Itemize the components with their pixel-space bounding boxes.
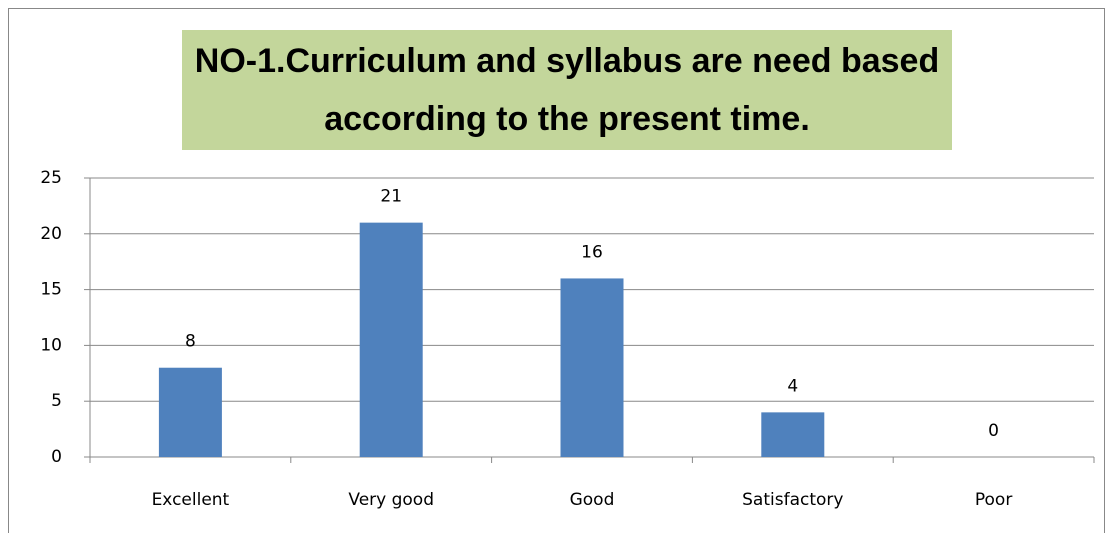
y-tick-label: 5 [51,391,62,411]
x-tick-label: Poor [975,490,1012,510]
y-tick-label: 20 [40,224,62,244]
bar [359,222,423,457]
x-tick-label: Satisfactory [742,490,843,510]
bar [761,412,825,457]
x-tick-label: Very good [348,490,434,510]
chart-frame [8,8,1105,533]
value-label: 4 [787,376,798,396]
y-tick-label: 25 [40,168,62,188]
value-label: 0 [988,421,999,441]
x-tick-label: Excellent [152,490,230,510]
y-tick-label: 15 [40,280,62,300]
y-tick-label: 0 [51,447,62,467]
value-label: 16 [581,242,603,262]
bar [560,278,624,457]
x-tick-label: Good [570,490,615,510]
chart-title: NO-1.Curriculum and syllabus are need ba… [182,30,952,150]
value-label: 21 [380,187,402,207]
y-tick-label: 10 [40,335,62,355]
bar [158,367,222,457]
value-label: 8 [185,332,196,352]
